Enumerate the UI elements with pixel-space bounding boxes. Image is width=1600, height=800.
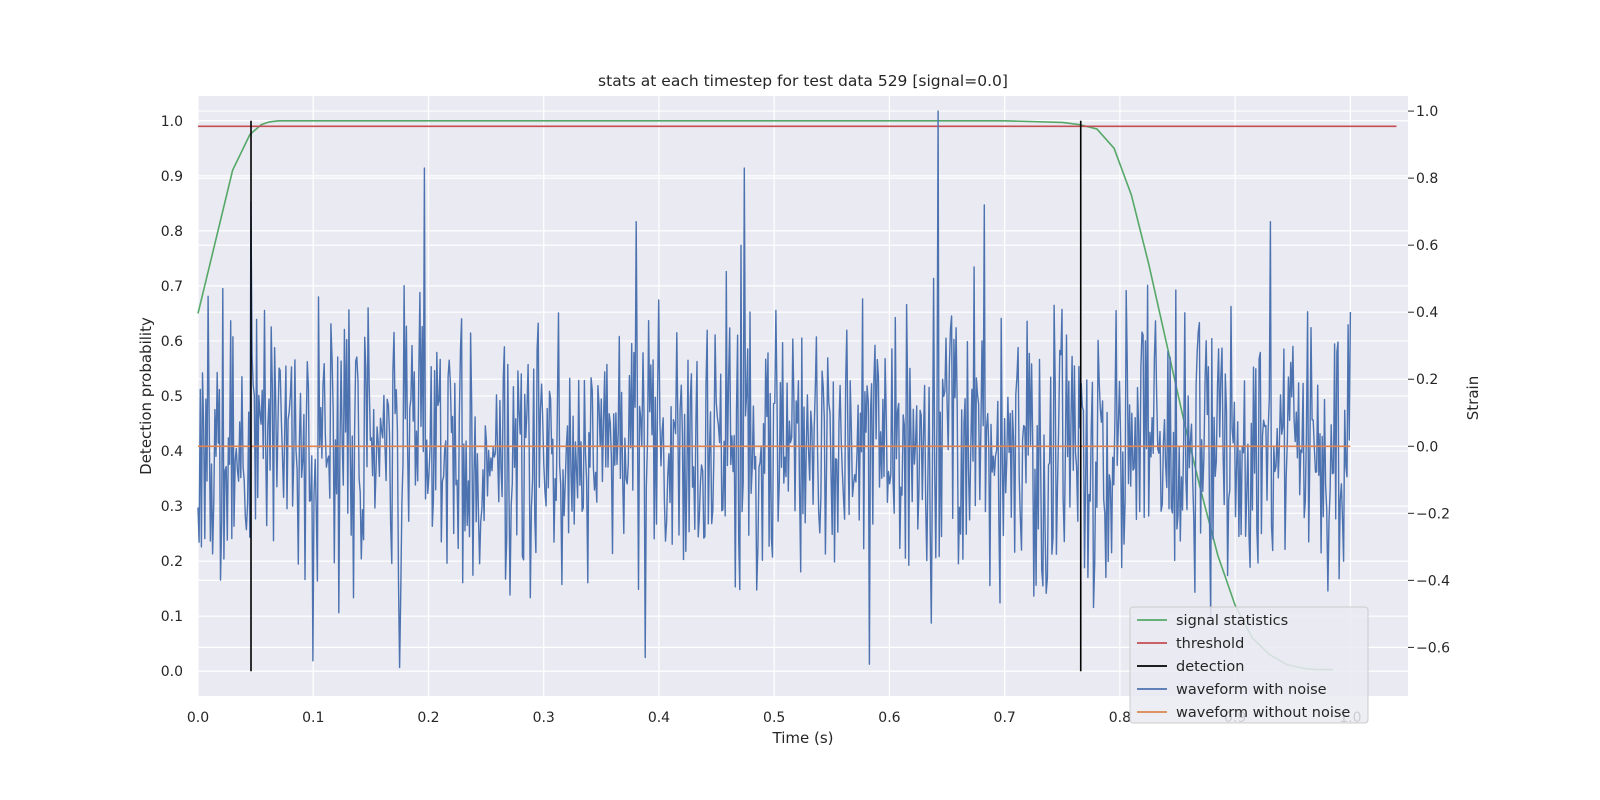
x-tick-label: 0.7 (994, 710, 1016, 726)
legend-label: waveform with noise (1176, 682, 1327, 698)
y-tick-label-right: 1.0 (1416, 104, 1438, 120)
y-tick-label-left: 0.0 (161, 664, 183, 680)
y-tick-labels-left: 0.0 0.1 0.2 0.3 0.4 0.5 0.6 0.7 0.8 0.9 1.0 (161, 114, 183, 680)
chart-title: stats at each timestep for test data 529… (598, 72, 1008, 90)
y-tick-label-left: 0.6 (161, 334, 183, 350)
y-tick-label-left: 1.0 (161, 114, 183, 130)
y-tick-label-left: 0.9 (161, 169, 183, 185)
y-tick-label-right: −0.6 (1416, 640, 1450, 656)
legend-label: threshold (1176, 636, 1244, 652)
y-axis-label-left: Detection probability (137, 317, 155, 475)
x-tick-label: 0.5 (763, 710, 785, 726)
y-tick-labels-right: −0.6 −0.4 −0.2 0.0 0.2 0.4 0.6 0.8 1.0 (1408, 104, 1450, 656)
y-tick-label-left: 0.2 (161, 554, 183, 570)
x-tick-label: 0.6 (878, 710, 900, 726)
y-axis-label-right: Strain (1464, 376, 1482, 420)
y-tick-label-left: 0.5 (161, 389, 183, 405)
y-tick-label-right: 0.2 (1416, 372, 1438, 388)
y-tick-label-right: 0.0 (1416, 439, 1438, 455)
legend-label: waveform without noise (1176, 705, 1350, 721)
x-tick-label: 0.3 (533, 710, 555, 726)
x-tick-label: 0.1 (302, 710, 324, 726)
y-tick-label-left: 0.8 (161, 224, 183, 240)
legend: signal statistics threshold detection wavef… (1129, 606, 1369, 724)
y-tick-label-left: 0.4 (161, 444, 183, 460)
legend-box (1129, 606, 1369, 724)
y-tick-label-right: 0.8 (1416, 171, 1438, 187)
y-tick-label-left: 0.3 (161, 499, 183, 515)
x-tick-label: 0.2 (417, 710, 439, 726)
x-axis-label: Time (s) (772, 729, 834, 747)
x-tick-label: 0.8 (1109, 710, 1131, 726)
legend-label: signal statistics (1176, 613, 1288, 629)
x-tick-label: 0.4 (648, 710, 670, 726)
y-tick-label-right: 0.4 (1416, 305, 1438, 321)
y-tick-label-right: 0.6 (1416, 238, 1438, 254)
x-tick-label: 0.0 (187, 710, 209, 726)
y-tick-label-left: 0.7 (161, 279, 183, 295)
legend-label: detection (1176, 659, 1244, 675)
y-tick-label-right: −0.4 (1416, 573, 1450, 589)
y-tick-label-right: −0.2 (1416, 506, 1450, 522)
waveform-with-noise-line (197, 110, 1352, 669)
y-tick-label-left: 0.1 (161, 609, 183, 625)
